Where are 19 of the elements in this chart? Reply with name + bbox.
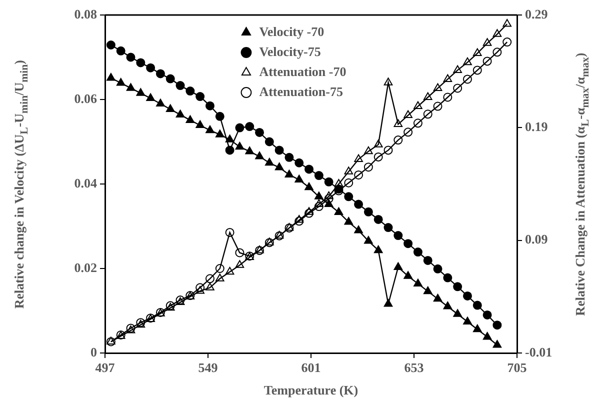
legend-label: Attenuation-75 [259,84,344,99]
legend-label: Attenuation -70 [259,64,346,79]
x-axis-title: Temperature (K) [264,382,358,398]
x-tick-label: 549 [198,360,218,376]
y-tick-label: 0.08 [74,6,98,22]
x-tick-label: 601 [301,360,321,376]
y-tick-label: 0.04 [74,175,98,190]
x-tick-label: 653 [404,360,424,376]
y-tick-label: 0 [90,344,97,360]
legend-label: Velocity -70 [259,24,324,39]
y2-tick-label: 0.29 [525,6,548,22]
y2-tick-label: -0.01 [525,344,552,360]
y2-tick-label: 0.19 [525,119,548,134]
x-tick-label: 705 [507,360,528,376]
y2-tick-label: 0.09 [525,232,548,247]
legend-label: Velocity-75 [259,44,322,59]
y-tick-label: 0.06 [74,90,98,106]
y-tick-label: 0.02 [74,260,97,275]
x-tick-label: 497 [95,360,116,376]
